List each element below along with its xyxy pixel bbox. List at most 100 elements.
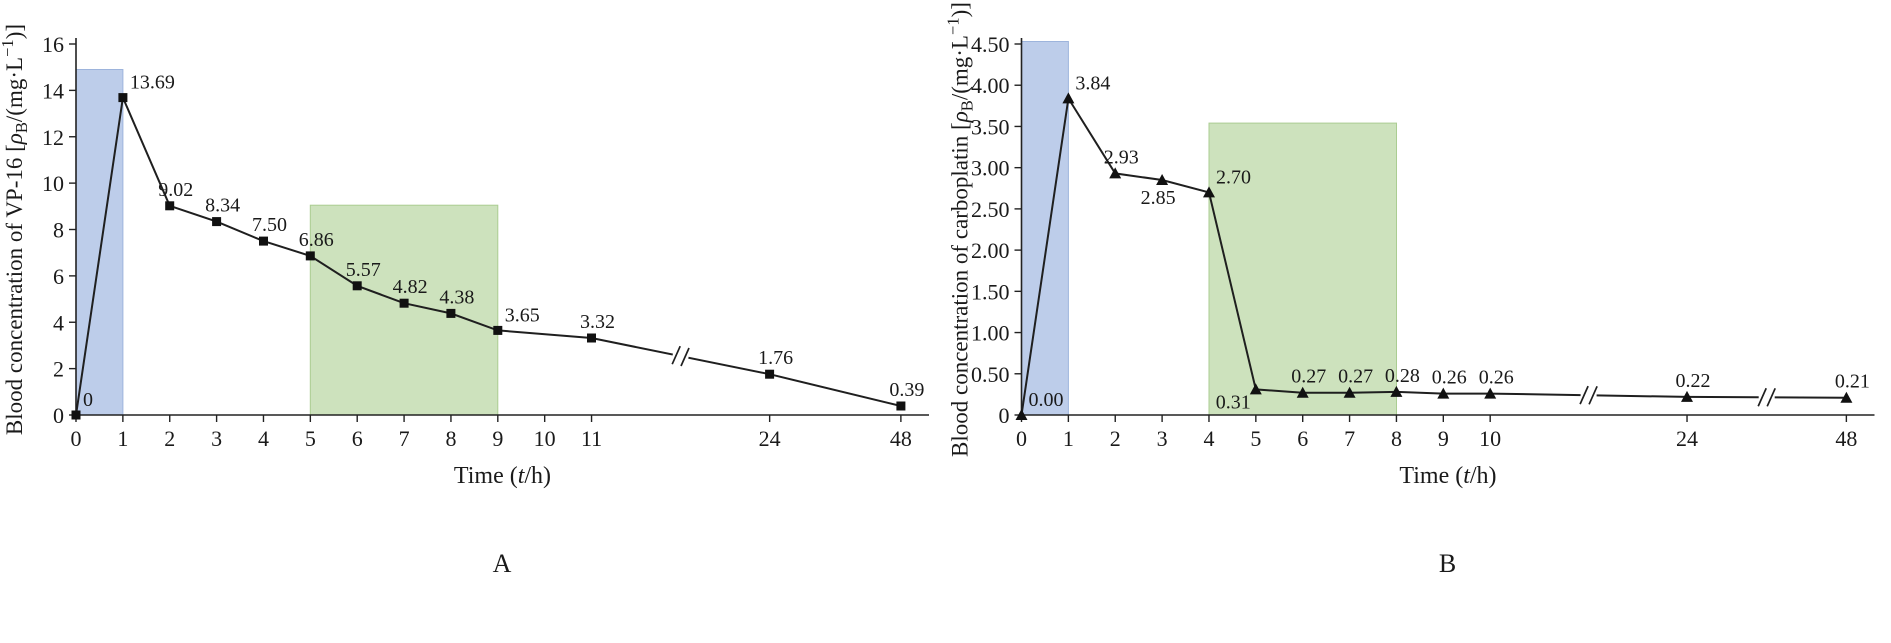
x-axis-label: Time (t/h) (454, 463, 551, 489)
data-point (1296, 386, 1309, 398)
y-tick-label: 8 (53, 218, 64, 243)
y-tick-label: 14 (42, 78, 64, 103)
chart-b-canvas: B 0 1 2 3 4 5 6 7 8 9 10 24 48 0 0.50 1.00 1.50 2.00 2.50 3… (945, 2, 1875, 578)
point-value-label: 3.32 (580, 311, 615, 333)
data-point-markers (1015, 92, 1853, 420)
point-value-label: 0.26 (1432, 367, 1467, 389)
data-point (1249, 383, 1262, 395)
data-point (399, 298, 409, 308)
y-tick-label: 10 (42, 171, 64, 196)
y-tick-label: 0 (53, 403, 64, 428)
y-tick-label: 2.00 (971, 238, 1010, 263)
point-value-label: 3.84 (1075, 72, 1110, 94)
x-tick-label: 8 (445, 426, 456, 451)
y-tick-label: 4.50 (971, 32, 1010, 57)
data-point (446, 308, 456, 318)
point-value-label: 8.34 (205, 195, 240, 217)
x-tick-label: 5 (305, 426, 316, 451)
y-tick-label: 16 (42, 32, 64, 57)
data-point (1015, 409, 1028, 420)
axis-break-marks (671, 345, 690, 367)
break-slash (671, 345, 681, 365)
point-value-label: 6.86 (299, 229, 334, 251)
data-point (1681, 390, 1693, 402)
data-point (1484, 387, 1497, 399)
panel-label-a: A (493, 549, 512, 578)
data-point (212, 217, 222, 227)
axis-break-marks (1579, 385, 1776, 407)
chart-panel-b: B 0 1 2 3 4 5 6 7 8 9 10 24 48 0 0.50 1.00 1.50 2.00 2.50 3… (945, 0, 1890, 643)
data-point (259, 236, 268, 246)
point-value-label: 0.26 (1479, 367, 1514, 389)
point-value-label: 2.85 (1141, 187, 1176, 209)
point-value-label: 0.27 (1291, 366, 1326, 388)
x-tick-label: 11 (581, 426, 602, 451)
data-point (1062, 92, 1075, 104)
y-tick-label: 0 (999, 403, 1010, 428)
point-value-label: 3.65 (505, 304, 540, 326)
data-point (305, 251, 315, 261)
x-tick-label: 48 (1835, 426, 1857, 451)
point-value-label: 4.38 (439, 286, 474, 308)
y-tick-label: 3.50 (971, 114, 1010, 139)
y-tick-label: 1.50 (971, 279, 1010, 304)
x-tick-label: 8 (1391, 426, 1402, 451)
data-point-labels: 0 13.69 9.02 8.34 7.50 6.86 5.57 4.82 4.38 3.65 3.… (83, 72, 924, 411)
break-slash (1766, 387, 1776, 407)
x-tick-label: 4 (1203, 426, 1214, 451)
y-tick-label: 3.00 (971, 156, 1010, 181)
panel-label-b: B (1439, 549, 1456, 578)
tick-labels: 0 1 2 3 4 5 6 7 8 9 10 24 48 0 0.50 1.00 1.50 2.00 2.50 3.0… (971, 32, 1857, 451)
point-value-label: 0.39 (889, 379, 924, 401)
x-tick-label: 6 (352, 426, 363, 451)
shaded-regions (75, 69, 499, 416)
axes (1020, 38, 1875, 416)
point-value-label: 5.57 (346, 259, 381, 281)
x-axis-label: Time (t/h) (1399, 463, 1496, 489)
data-point (1343, 386, 1356, 398)
x-tick-label: 48 (890, 426, 912, 451)
point-value-label: 1.76 (758, 347, 793, 369)
x-tick-label: 7 (399, 426, 410, 451)
point-value-label: 0.27 (1338, 366, 1373, 388)
data-point (118, 93, 128, 103)
data-point (1203, 186, 1215, 198)
point-value-label: 13.69 (130, 72, 175, 94)
break-slash (1757, 387, 1767, 407)
region-blue (1021, 41, 1069, 416)
point-value-label: 2.70 (1216, 166, 1251, 188)
data-point (71, 410, 81, 420)
x-tick-label: 3 (1157, 426, 1168, 451)
x-tick-label: 2 (164, 426, 175, 451)
x-tick-label: 7 (1344, 426, 1355, 451)
y-tick-label: 4 (53, 310, 64, 335)
x-tick-label: 0 (71, 426, 82, 451)
data-point (352, 281, 362, 291)
break-slash (680, 347, 690, 367)
y-tick-label: 6 (53, 264, 64, 289)
x-tick-label: 10 (1479, 426, 1501, 451)
y-tick-label: 2.50 (971, 197, 1010, 222)
point-value-label: 0.28 (1385, 365, 1420, 387)
data-point (1156, 174, 1169, 185)
x-tick-label: 9 (1438, 426, 1449, 451)
data-point (1437, 387, 1450, 399)
x-tick-label: 1 (1063, 426, 1074, 451)
x-tick-label: 2 (1110, 426, 1121, 451)
break-slash (1588, 385, 1598, 405)
data-point (1390, 385, 1403, 397)
break-slash (1579, 385, 1589, 405)
y-tick-label: 0.50 (971, 362, 1010, 387)
point-value-label: 0.00 (1029, 389, 1064, 411)
data-point (1109, 167, 1122, 179)
x-tick-label: 24 (759, 426, 781, 451)
data-point (765, 369, 775, 379)
data-point (587, 333, 596, 343)
chart-panel-a: A 0 1 2 3 4 5 6 7 8 9 10 11 24 48 0 2 4 6 8 10 12 14 16 Time (t… (0, 0, 945, 643)
x-tick-label: 0 (1016, 426, 1027, 451)
point-value-label: 0.21 (1835, 371, 1870, 393)
data-point (896, 401, 906, 411)
y-axis-label: Blood concentration of VP-16 [ρB/(mg·L−1… (0, 24, 31, 435)
